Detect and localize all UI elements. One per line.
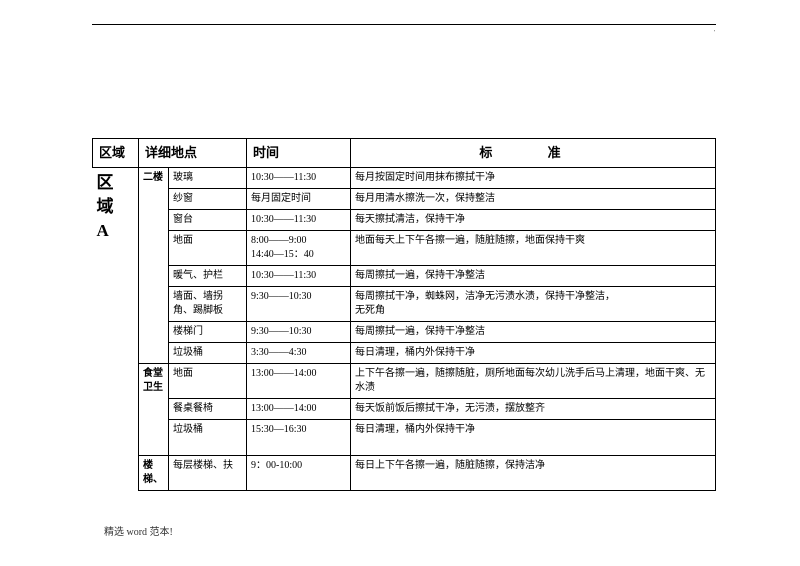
cell-time: 8:00——9:0014:40—15：40 <box>247 231 351 266</box>
zone-label: 区域A <box>93 168 139 491</box>
table-row: 地面8:00——9:0014:40—15：40地面每天上下午各擦一遍，随脏随擦，… <box>93 231 716 266</box>
cell-time: 9：00-10:00 <box>247 456 351 491</box>
cell-item: 地面 <box>169 364 247 399</box>
cell-standard: 每日清理，桶内外保持干净 <box>351 420 716 456</box>
cell-standard: 上下午各擦一遍，随擦随脏，厕所地面每次幼儿洗手后马上清理，地面干爽、无水渍 <box>351 364 716 399</box>
header-standard: 标 准 <box>351 139 716 168</box>
corner-mark: ' <box>714 30 715 36</box>
table-row: 楼梯门9:30——10:30每周擦拭一遍，保持干净整洁 <box>93 322 716 343</box>
schedule-table: 区域详细地点时间标 准区域A二楼玻璃10:30——11:30每月按固定时间用抹布… <box>92 138 716 491</box>
cell-time: 3:30——4:30 <box>247 343 351 364</box>
cell-item: 每层楼梯、扶 <box>169 456 247 491</box>
cell-item: 地面 <box>169 231 247 266</box>
cell-item: 纱窗 <box>169 189 247 210</box>
cell-item: 玻璃 <box>169 168 247 189</box>
sub-location: 二楼 <box>139 168 169 364</box>
cell-standard: 每月按固定时间用抹布擦拭干净 <box>351 168 716 189</box>
table-row: 食堂卫生地面13:00——14:00上下午各擦一遍，随擦随脏，厕所地面每次幼儿洗… <box>93 364 716 399</box>
cell-standard: 地面每天上下午各擦一遍，随脏随擦，地面保持干爽 <box>351 231 716 266</box>
cell-item: 餐桌餐椅 <box>169 399 247 420</box>
cell-time: 9:30——10:30 <box>247 322 351 343</box>
table-row: 餐桌餐椅13:00——14:00每天饭前饭后擦拭干净，无污渍，摆放整齐 <box>93 399 716 420</box>
table-row: 纱窗每月固定时间每月用清水擦洗一次，保持整洁 <box>93 189 716 210</box>
cell-item: 楼梯门 <box>169 322 247 343</box>
cell-item: 垃圾桶 <box>169 420 247 456</box>
cell-standard: 每月用清水擦洗一次，保持整洁 <box>351 189 716 210</box>
table-row: 墙面、墙拐角、踢脚板9:30——10:30每周擦拭干净，蜘蛛网，洁净无污渍水渍，… <box>93 287 716 322</box>
cell-time: 10:30——11:30 <box>247 210 351 231</box>
cell-time: 15:30—16:30 <box>247 420 351 456</box>
cell-item: 窗台 <box>169 210 247 231</box>
sub-location: 食堂卫生 <box>139 364 169 456</box>
cell-standard: 每周擦拭干净，蜘蛛网，洁净无污渍水渍，保持干净整洁，无死角 <box>351 287 716 322</box>
cell-standard: 每天饭前饭后擦拭干净，无污渍，摆放整齐 <box>351 399 716 420</box>
header-zone: 区域 <box>93 139 139 168</box>
cell-standard: 每日上下午各擦一遍，随脏随擦，保持洁净 <box>351 456 716 491</box>
cell-item: 暖气、护栏 <box>169 266 247 287</box>
cell-time: 9:30——10:30 <box>247 287 351 322</box>
cell-time: 每月固定时间 <box>247 189 351 210</box>
cell-standard: 每周擦拭一遍，保持干净整洁 <box>351 322 716 343</box>
header-detail: 详细地点 <box>139 139 247 168</box>
cell-time: 13:00——14:00 <box>247 364 351 399</box>
cell-standard: 每天擦拭清洁，保持干净 <box>351 210 716 231</box>
table-row: 暖气、护栏10:30——11:30每周擦拭一遍，保持干净整洁 <box>93 266 716 287</box>
sub-location: 楼梯、 <box>139 456 169 491</box>
footer-text: 精选 word 范本! <box>104 523 173 538</box>
cell-standard: 每日清理，桶内外保持干净 <box>351 343 716 364</box>
cell-time: 10:30——11:30 <box>247 266 351 287</box>
table-row: 楼梯、每层楼梯、扶9：00-10:00每日上下午各擦一遍，随脏随擦，保持洁净 <box>93 456 716 491</box>
cell-standard: 每周擦拭一遍，保持干净整洁 <box>351 266 716 287</box>
top-rule <box>92 24 716 25</box>
table-row: 垃圾桶15:30—16:30每日清理，桶内外保持干净 <box>93 420 716 456</box>
cell-time: 10:30——11:30 <box>247 168 351 189</box>
cell-time: 13:00——14:00 <box>247 399 351 420</box>
table-row: 窗台10:30——11:30每天擦拭清洁，保持干净 <box>93 210 716 231</box>
table-row: 区域A二楼玻璃10:30——11:30每月按固定时间用抹布擦拭干净 <box>93 168 716 189</box>
table-row: 垃圾桶3:30——4:30每日清理，桶内外保持干净 <box>93 343 716 364</box>
cell-item: 垃圾桶 <box>169 343 247 364</box>
cell-item: 墙面、墙拐角、踢脚板 <box>169 287 247 322</box>
header-time: 时间 <box>247 139 351 168</box>
